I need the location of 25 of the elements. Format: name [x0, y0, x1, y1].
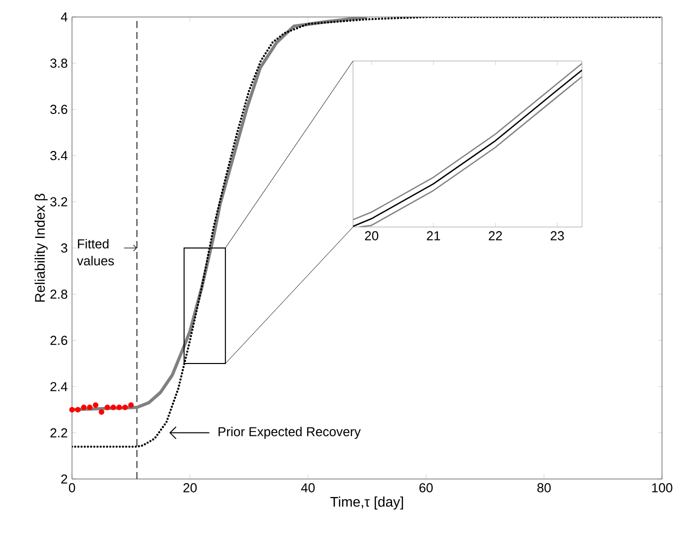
y-tick-label: 3.4: [50, 151, 68, 160]
y-tick-label: 2.8: [50, 290, 68, 299]
x-tick-label: 23: [550, 231, 564, 240]
x-tick-label: 22: [488, 231, 502, 240]
annotation: Prior Expected Recovery: [218, 426, 361, 439]
y-axis-title: Reliability Index β: [34, 194, 48, 302]
x-tick-label: 21: [426, 231, 440, 240]
x-axis-title: Time,τ [day]: [330, 496, 403, 510]
y-tick-label: 3.8: [50, 58, 68, 68]
x-tick-label: 80: [537, 483, 551, 492]
x-tick-label: 20: [183, 483, 197, 492]
y-tick-label: 2.4: [50, 382, 68, 392]
y-tick-label: 2: [61, 474, 68, 484]
x-tick-label: 40: [301, 483, 315, 492]
y-tick-label: 3: [61, 243, 68, 253]
y-tick-label: 3.6: [50, 104, 68, 114]
y-tick-label: 2.2: [50, 428, 68, 438]
y-tick-label: 3.2: [50, 197, 68, 206]
y-tick-label: 2.6: [50, 336, 68, 345]
x-tick-label: 20: [365, 231, 378, 240]
x-tick-label: 100: [652, 483, 672, 492]
annotation: Fitted values: [76, 238, 114, 266]
x-tick-label: 0: [68, 483, 76, 492]
y-tick-label: 4: [60, 12, 68, 22]
x-tick-label: 60: [419, 483, 433, 492]
